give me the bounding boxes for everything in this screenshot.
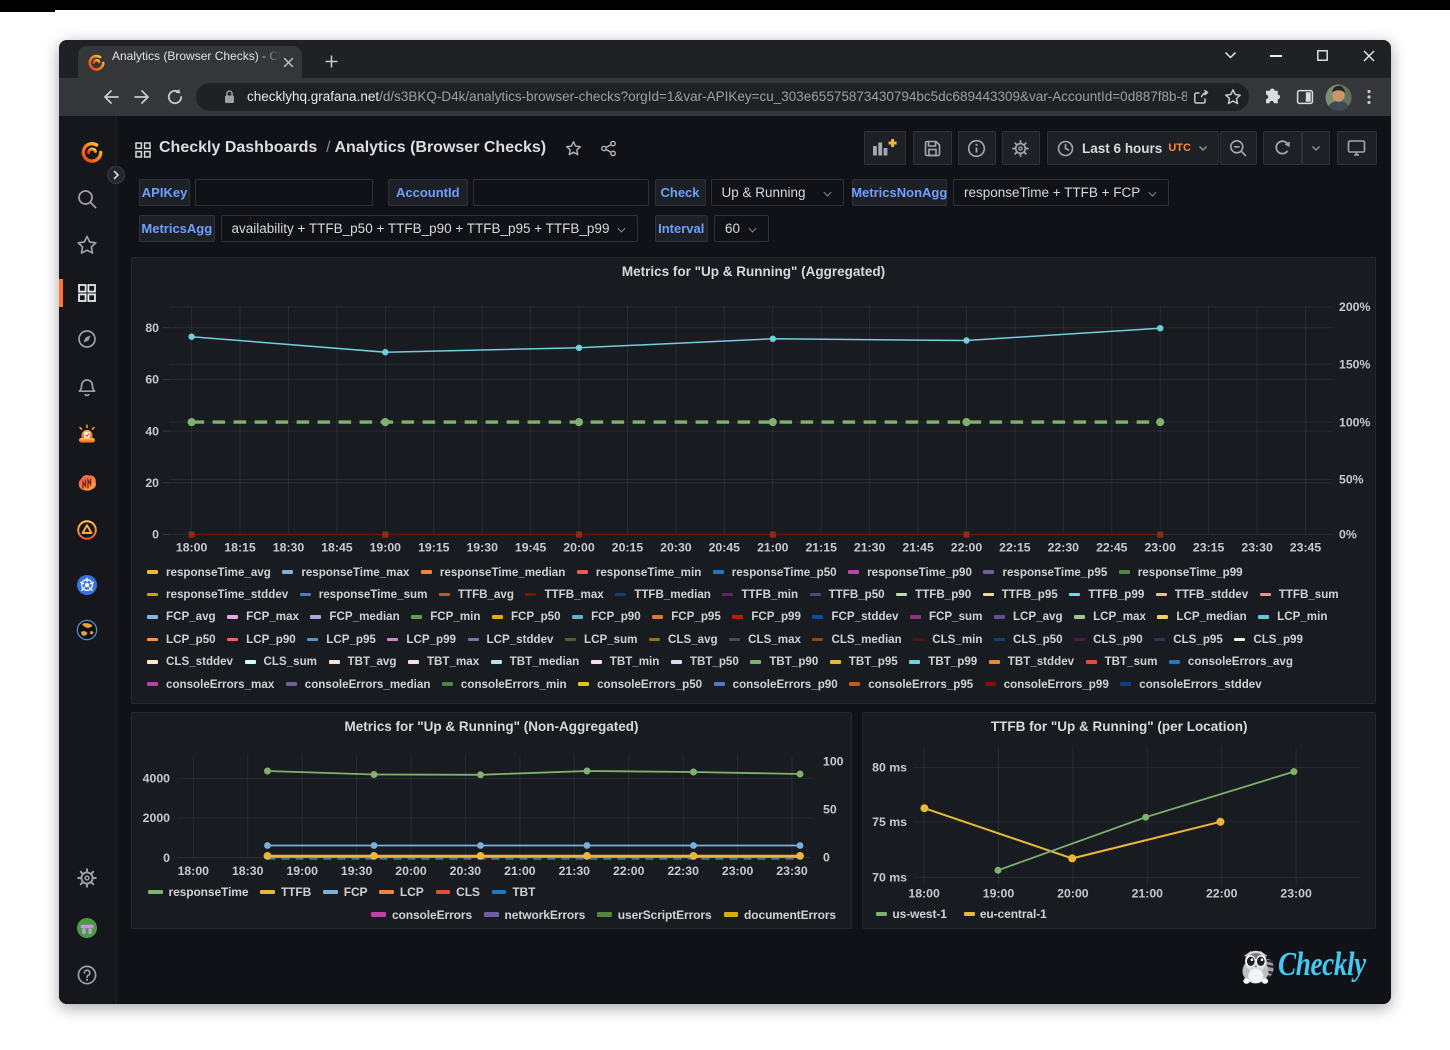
svg-text:22:30: 22:30 [1048, 540, 1080, 554]
svg-text:21:30: 21:30 [854, 540, 886, 554]
svg-text:19:00: 19:00 [286, 864, 318, 878]
svg-text:22:30: 22:30 [667, 864, 699, 878]
svg-text:21:15: 21:15 [805, 540, 837, 554]
svg-text:19:45: 19:45 [515, 540, 547, 554]
svg-text:40: 40 [145, 424, 159, 438]
svg-text:20:45: 20:45 [709, 540, 741, 554]
svg-text:20:00: 20:00 [563, 540, 595, 554]
svg-text:50%: 50% [1339, 472, 1364, 486]
svg-text:4000: 4000 [143, 772, 171, 786]
svg-text:18:30: 18:30 [232, 864, 264, 878]
svg-text:23:15: 23:15 [1193, 540, 1225, 554]
svg-text:23:30: 23:30 [1241, 540, 1273, 554]
svg-text:2000: 2000 [143, 811, 171, 825]
svg-text:19:30: 19:30 [341, 864, 373, 878]
svg-text:20: 20 [145, 476, 159, 490]
svg-text:0: 0 [163, 851, 170, 865]
svg-text:22:00: 22:00 [613, 864, 645, 878]
svg-text:18:00: 18:00 [909, 887, 941, 901]
svg-text:75 ms: 75 ms [873, 815, 908, 829]
svg-text:19:30: 19:30 [466, 540, 498, 554]
svg-text:22:00: 22:00 [1206, 887, 1238, 901]
svg-text:21:00: 21:00 [757, 540, 789, 554]
svg-text:22:15: 22:15 [999, 540, 1031, 554]
svg-text:50: 50 [823, 802, 837, 816]
svg-text:21:45: 21:45 [902, 540, 934, 554]
svg-text:18:00: 18:00 [178, 864, 210, 878]
svg-text:19:15: 19:15 [418, 540, 450, 554]
svg-text:80: 80 [145, 320, 159, 334]
svg-text:200%: 200% [1339, 300, 1371, 314]
svg-text:22:45: 22:45 [1096, 540, 1128, 554]
svg-text:0: 0 [823, 851, 830, 865]
svg-text:19:00: 19:00 [370, 540, 402, 554]
svg-text:23:00: 23:00 [1144, 540, 1176, 554]
svg-text:18:15: 18:15 [224, 540, 256, 554]
svg-text:100: 100 [823, 755, 844, 769]
svg-text:23:00: 23:00 [1281, 887, 1313, 901]
svg-text:20:00: 20:00 [1058, 887, 1090, 901]
svg-text:18:00: 18:00 [176, 540, 208, 554]
svg-text:0%: 0% [1339, 527, 1357, 541]
svg-text:23:30: 23:30 [776, 864, 808, 878]
svg-text:0: 0 [152, 527, 159, 541]
svg-text:150%: 150% [1339, 357, 1371, 371]
svg-text:80 ms: 80 ms [873, 761, 908, 775]
svg-text:21:00: 21:00 [1132, 887, 1164, 901]
svg-text:19:00: 19:00 [983, 887, 1015, 901]
svg-text:60: 60 [145, 372, 159, 386]
svg-text:20:30: 20:30 [660, 540, 692, 554]
svg-text:20:15: 20:15 [612, 540, 644, 554]
svg-text:18:30: 18:30 [273, 540, 305, 554]
svg-text:18:45: 18:45 [321, 540, 353, 554]
svg-text:21:30: 21:30 [559, 864, 591, 878]
svg-text:20:30: 20:30 [450, 864, 482, 878]
svg-text:22:00: 22:00 [951, 540, 983, 554]
svg-text:100%: 100% [1339, 415, 1371, 429]
svg-text:21:00: 21:00 [504, 864, 536, 878]
svg-text:70 ms: 70 ms [873, 871, 908, 885]
svg-text:20:00: 20:00 [395, 864, 427, 878]
svg-text:23:00: 23:00 [722, 864, 754, 878]
svg-text:23:45: 23:45 [1290, 540, 1322, 554]
